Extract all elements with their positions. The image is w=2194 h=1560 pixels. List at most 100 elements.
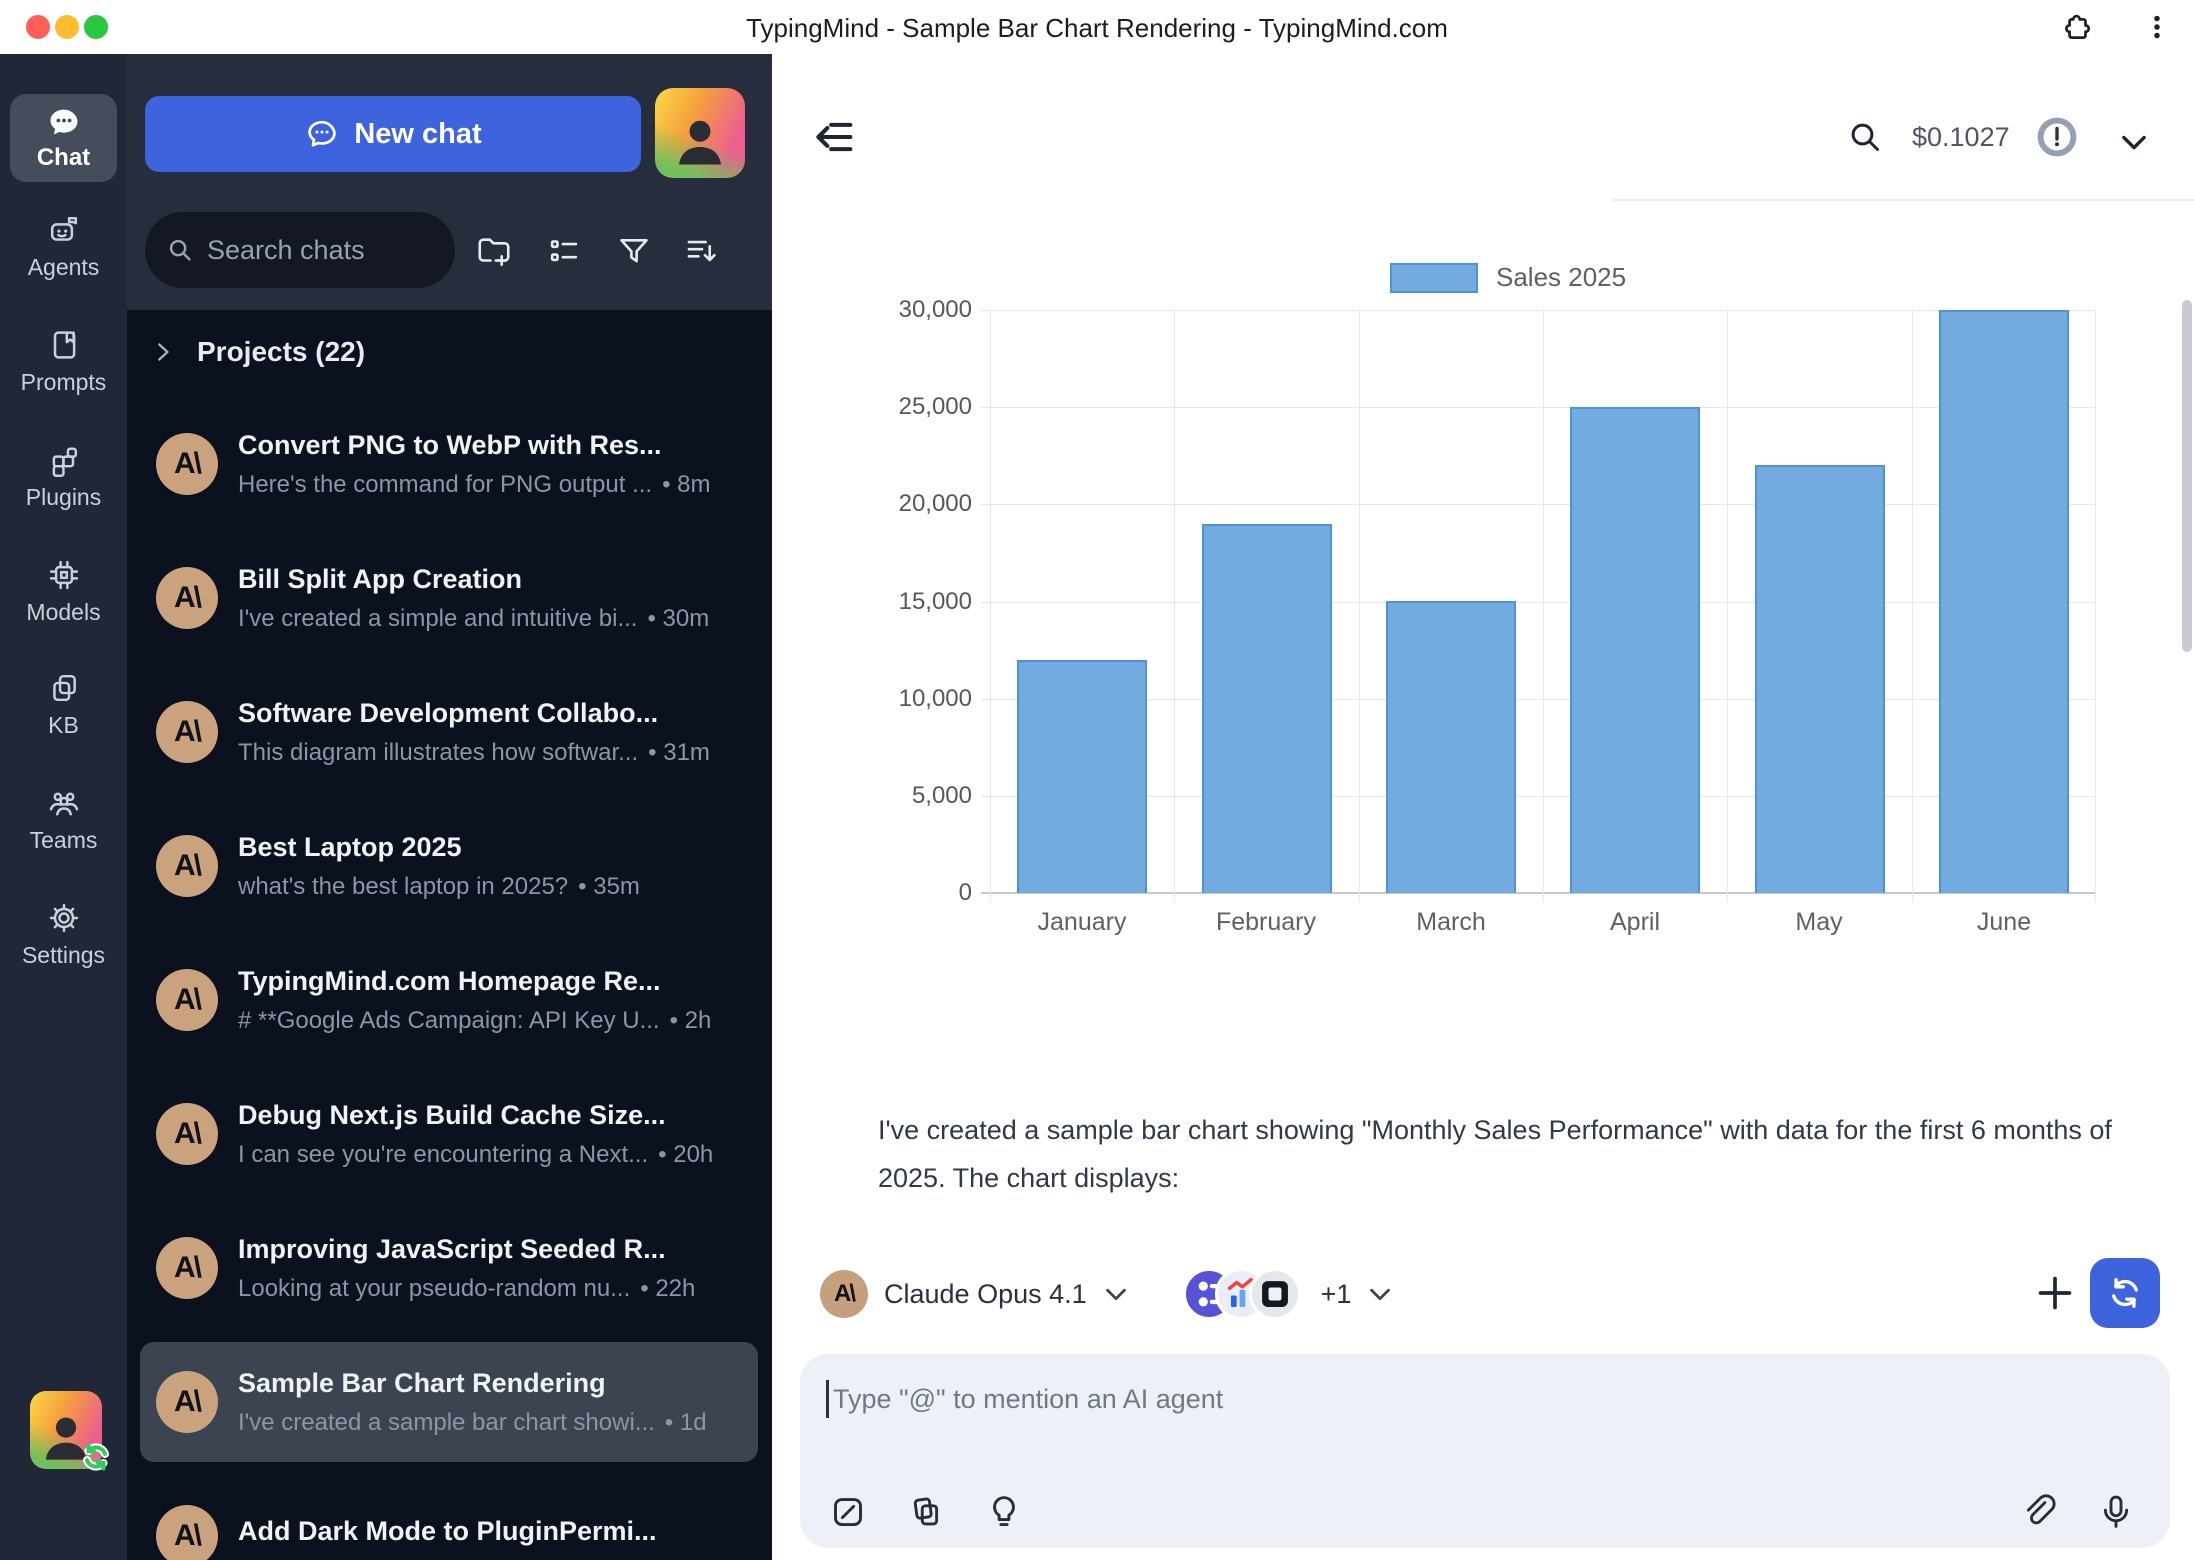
x-axis-tick-label: March [1359,908,1543,937]
chat-sidebar: New chat Projects (22) [127,54,772,1560]
chart-gridline-h [981,310,2096,311]
anthropic-avatar: A\ [156,567,218,629]
chart-gridline-h [981,796,2096,797]
composer: Type "@" to mention an AI agent [800,1354,2170,1548]
model-selector-row: A\ Claude Opus 4.1 +1 [820,1266,1395,1322]
chat-list-item[interactable]: A\ Bill Split App Creation I've created … [140,538,758,658]
window-title: TypingMind - Sample Bar Chart Rendering … [0,13,2194,44]
chat-title: Debug Next.js Build Cache Size... [238,1100,742,1131]
chart-gridline-v [1359,310,1360,902]
conversation-cost[interactable]: $0.1027 [1912,122,2010,153]
agents-robot-icon [46,212,82,248]
chat-list-item-selected[interactable]: A\ Sample Bar Chart Rendering I've creat… [140,1342,758,1462]
chat-list-item[interactable]: A\ Software Development Collabo... This … [140,672,758,792]
nav-item-agents[interactable]: Agents [0,212,127,281]
bar-may [1755,465,1885,893]
y-axis-tick-label: 30,000 [832,296,972,324]
header-chevron-down-icon[interactable] [2116,124,2152,160]
app-window: TypingMind - Sample Bar Chart Rendering … [0,0,2194,1560]
chat-preview: I've created a simple and intuitive bi..… [238,605,637,633]
nav-label-teams: Teams [30,827,98,854]
chat-list-item[interactable]: A\ Add Dark Mode to PluginPermi... [140,1476,758,1560]
conversation-search-icon[interactable] [1845,117,1885,157]
view-options-icon[interactable] [545,232,583,270]
model-chevron-down-icon[interactable] [1101,1279,1131,1309]
x-axis-tick-label: February [1174,908,1358,937]
chat-list-item[interactable]: A\ TypingMind.com Homepage Re... # **Goo… [140,940,758,1060]
new-chat-label: New chat [354,118,481,151]
cost-warning-icon[interactable] [2036,116,2078,158]
x-axis-tick-label: June [1912,908,2096,937]
attach-paperclip-icon[interactable] [2018,1492,2058,1532]
pages-icon[interactable] [906,1492,946,1532]
models-chip-icon [46,557,82,593]
enabled-plugins-cluster[interactable] [1183,1268,1307,1320]
chart-gridline-v [2095,310,2096,902]
y-axis-tick-label: 0 [832,879,972,907]
chat-title: Bill Split App Creation [238,564,742,595]
nav-item-teams[interactable]: Teams [0,785,127,854]
anthropic-avatar: A\ [156,969,218,1031]
chat-title: Best Laptop 2025 [238,832,742,863]
filter-funnel-icon[interactable] [615,232,653,270]
chat-list-item[interactable]: A\ Best Laptop 2025 what's the best lapt… [140,806,758,926]
chat-list-item[interactable]: A\ Improving JavaScript Seeded R... Look… [140,1208,758,1328]
kb-pages-icon [46,670,82,706]
anthropic-avatar: A\ [156,1237,218,1299]
bar-june [1939,310,2069,893]
chat-title: Software Development Collabo... [238,698,742,729]
chat-list: A\ Convert PNG to WebP with Res... Here'… [127,404,772,1560]
anthropic-avatar: A\ [156,701,218,763]
chat-list-item[interactable]: A\ Convert PNG to WebP with Res... Here'… [140,404,758,524]
anthropic-avatar: A\ [156,835,218,897]
chat-list-item[interactable]: A\ Debug Next.js Build Cache Size... I c… [140,1074,758,1194]
projects-label: Projects (22) [197,336,365,368]
browser-menu-kebab-icon[interactable] [2140,10,2174,44]
nav-item-prompts[interactable]: Prompts [0,327,127,396]
legend-swatch [1390,263,1478,293]
nav-item-plugins[interactable]: Plugins [0,442,127,511]
collapse-sidebar-icon[interactable] [812,114,858,160]
bar-january [1017,660,1147,893]
model-avatar: A\ [820,1270,868,1318]
chart-legend: Sales 2025 [1390,262,1626,293]
plugins-overflow-count[interactable]: +1 [1321,1279,1352,1310]
scrollbar-thumb[interactable] [2182,300,2192,652]
chart-gridline-h [981,602,2096,603]
chat-title: TypingMind.com Homepage Re... [238,966,742,997]
bar-february [1202,524,1332,893]
plugins-chevron-down-icon[interactable] [1365,1279,1395,1309]
nav-item-kb[interactable]: KB [0,670,127,739]
chart-gridline-v [1174,310,1175,902]
model-name[interactable]: Claude Opus 4.1 [884,1279,1087,1310]
nav-item-models[interactable]: Models [0,557,127,626]
chat-time: • 8m [662,471,710,499]
chart-gridline-h [981,407,2096,408]
nav-label-prompts: Prompts [21,369,107,396]
canvas-icon[interactable] [828,1492,868,1532]
microphone-icon[interactable] [2096,1492,2136,1532]
nav-item-settings[interactable]: Settings [0,900,127,969]
new-chat-button[interactable]: New chat [145,96,641,172]
add-attachment-plus-icon[interactable] [2034,1272,2076,1314]
regenerate-button[interactable] [2090,1258,2160,1328]
lightbulb-icon[interactable] [984,1492,1024,1532]
sort-descending-icon[interactable] [683,232,721,270]
chat-title: Sample Bar Chart Rendering [238,1368,742,1399]
main-content: $0.1027 Sales 2025 05,00010,00015,00020,… [772,54,2194,1560]
y-axis-tick-label: 5,000 [832,782,972,810]
message-input[interactable]: Type "@" to mention an AI agent [826,1380,1223,1418]
search-chats-input[interactable] [207,235,427,266]
bar-march [1386,601,1516,893]
nav-item-chat[interactable]: Chat [10,94,117,182]
projects-section-toggle[interactable]: Projects (22) [151,336,365,368]
new-folder-icon[interactable] [475,232,513,270]
assistant-message: I've created a sample bar chart showing … [878,1106,2118,1202]
header-divider [1612,199,2194,201]
sync-status-badge [80,1441,112,1473]
anthropic-avatar: A\ [156,1371,218,1433]
chart-y-axis: 05,00010,00015,00020,00025,00030,000 [832,310,972,893]
workspace-avatar[interactable] [655,88,745,178]
new-chat-bubble-icon [304,116,340,152]
extensions-puzzle-icon[interactable] [2060,10,2094,44]
